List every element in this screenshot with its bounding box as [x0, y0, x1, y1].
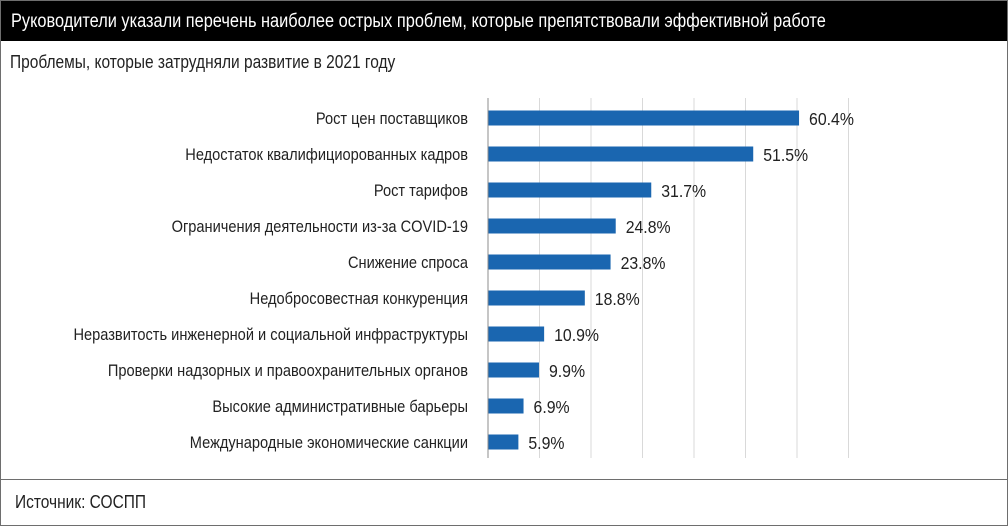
- value-label: 9.9%: [549, 361, 585, 381]
- header-bar: Руководители указали перечень наиболее о…: [1, 1, 1007, 41]
- chart-subtitle: Проблемы, которые затрудняли развитие в …: [10, 52, 396, 72]
- category-label: Проверки надзорных и правоохранительных …: [108, 362, 468, 380]
- value-label: 31.7%: [661, 181, 706, 201]
- bar-chart: Рост цен поставщиков 60.4% Недостаток квал…: [73, 98, 854, 458]
- source-note: Источник: СОСПП: [15, 492, 147, 512]
- category-label: Недостаток квалифициорованных кадров: [185, 146, 468, 164]
- value-label: 5.9%: [528, 433, 564, 453]
- value-label: 23.8%: [621, 253, 666, 273]
- bar: [488, 326, 545, 342]
- source-divider: [1, 479, 1007, 480]
- category-label: Неразвитость инженерной и социальной инф…: [73, 326, 468, 344]
- category-label: Недобросовестная конкуренция: [250, 290, 468, 308]
- category-label: Снижение спроса: [348, 254, 468, 272]
- bar: [488, 398, 524, 414]
- bar: [488, 218, 616, 234]
- bar: [488, 290, 585, 306]
- bar: [488, 146, 754, 162]
- bar: [488, 434, 519, 450]
- value-label: 18.8%: [595, 289, 640, 309]
- bar: [488, 254, 611, 270]
- category-label: Рост цен поставщиков: [316, 110, 468, 128]
- category-label: Рост тарифов: [374, 182, 468, 200]
- category-label: Ограничения деятельности из-за COVID-19: [172, 218, 469, 236]
- category-label: Международные экономические санкции: [190, 434, 468, 452]
- value-label: 24.8%: [626, 217, 671, 237]
- bar-layer: [488, 110, 800, 450]
- value-label: 10.9%: [554, 325, 599, 345]
- bar: [488, 182, 652, 198]
- header-title: Руководители указали перечень наиболее о…: [11, 11, 826, 32]
- category-label: Высокие административные барьеры: [212, 398, 468, 416]
- label-layer: Рост цен поставщиков 60.4% Недостаток квал…: [73, 109, 853, 453]
- bar: [488, 110, 800, 126]
- bar: [488, 362, 539, 378]
- value-label: 60.4%: [809, 109, 854, 129]
- value-label: 6.9%: [534, 397, 570, 417]
- value-label: 51.5%: [763, 145, 808, 165]
